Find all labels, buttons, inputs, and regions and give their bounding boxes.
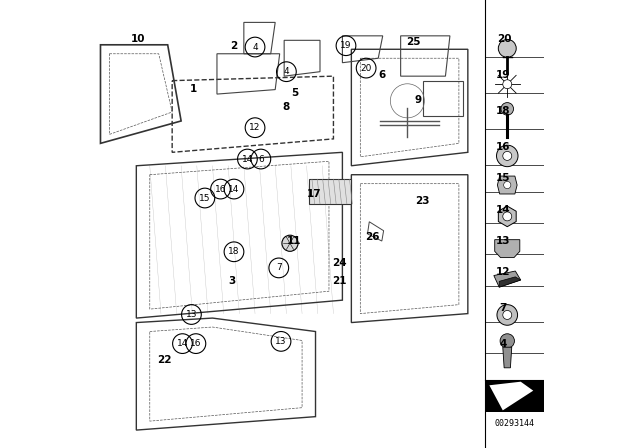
Text: 12: 12	[495, 267, 510, 277]
Text: 18: 18	[228, 247, 240, 256]
Text: 4: 4	[284, 67, 289, 76]
Text: 6: 6	[378, 70, 385, 80]
Text: 22: 22	[157, 355, 172, 365]
Polygon shape	[309, 179, 351, 204]
Text: 10: 10	[131, 34, 145, 44]
Circle shape	[497, 145, 518, 167]
Text: 9: 9	[414, 95, 421, 105]
Circle shape	[503, 212, 512, 221]
Text: 19: 19	[495, 70, 510, 80]
Text: 00293144: 00293144	[495, 419, 534, 428]
Text: 16: 16	[495, 142, 510, 152]
Circle shape	[503, 80, 512, 89]
Text: 14: 14	[177, 339, 188, 348]
Text: 18: 18	[495, 106, 510, 116]
Polygon shape	[499, 206, 516, 227]
Polygon shape	[503, 347, 512, 368]
Text: 25: 25	[406, 37, 420, 47]
Bar	[485, 381, 544, 412]
Polygon shape	[499, 277, 521, 287]
Text: 14: 14	[242, 155, 253, 164]
Circle shape	[501, 103, 513, 115]
Circle shape	[282, 235, 298, 251]
Circle shape	[503, 151, 512, 160]
Circle shape	[499, 39, 516, 57]
Text: 8: 8	[282, 102, 289, 112]
Text: 21: 21	[332, 276, 346, 286]
Text: 17: 17	[307, 189, 322, 198]
Text: 24: 24	[332, 258, 347, 268]
Circle shape	[500, 334, 515, 348]
Text: 13: 13	[186, 310, 197, 319]
Text: 14: 14	[228, 185, 239, 194]
Text: 15: 15	[495, 173, 510, 183]
Circle shape	[503, 310, 512, 319]
Text: 13: 13	[275, 337, 287, 346]
Text: 7: 7	[276, 263, 282, 272]
Text: 1: 1	[190, 84, 197, 94]
Text: 2: 2	[230, 41, 237, 51]
Text: 12: 12	[250, 123, 260, 132]
Text: 7: 7	[499, 303, 506, 313]
Text: 20: 20	[360, 64, 372, 73]
Text: 4: 4	[499, 339, 506, 349]
Polygon shape	[497, 176, 517, 194]
Text: 11: 11	[287, 236, 301, 246]
Text: 26: 26	[365, 232, 380, 241]
Polygon shape	[490, 382, 533, 410]
Circle shape	[497, 305, 518, 325]
Text: 20: 20	[497, 34, 512, 44]
Text: 3: 3	[228, 276, 236, 286]
Text: 4: 4	[252, 43, 258, 52]
Text: 16: 16	[215, 185, 227, 194]
Text: 13: 13	[495, 236, 510, 246]
Polygon shape	[495, 240, 520, 258]
Text: 5: 5	[291, 88, 298, 98]
Text: 19: 19	[340, 41, 352, 50]
Circle shape	[504, 181, 511, 189]
Text: 6: 6	[258, 155, 264, 164]
Text: 15: 15	[199, 194, 211, 202]
Text: 16: 16	[190, 339, 202, 348]
Text: 23: 23	[415, 196, 429, 206]
Polygon shape	[494, 271, 521, 287]
Text: 14: 14	[495, 205, 510, 215]
